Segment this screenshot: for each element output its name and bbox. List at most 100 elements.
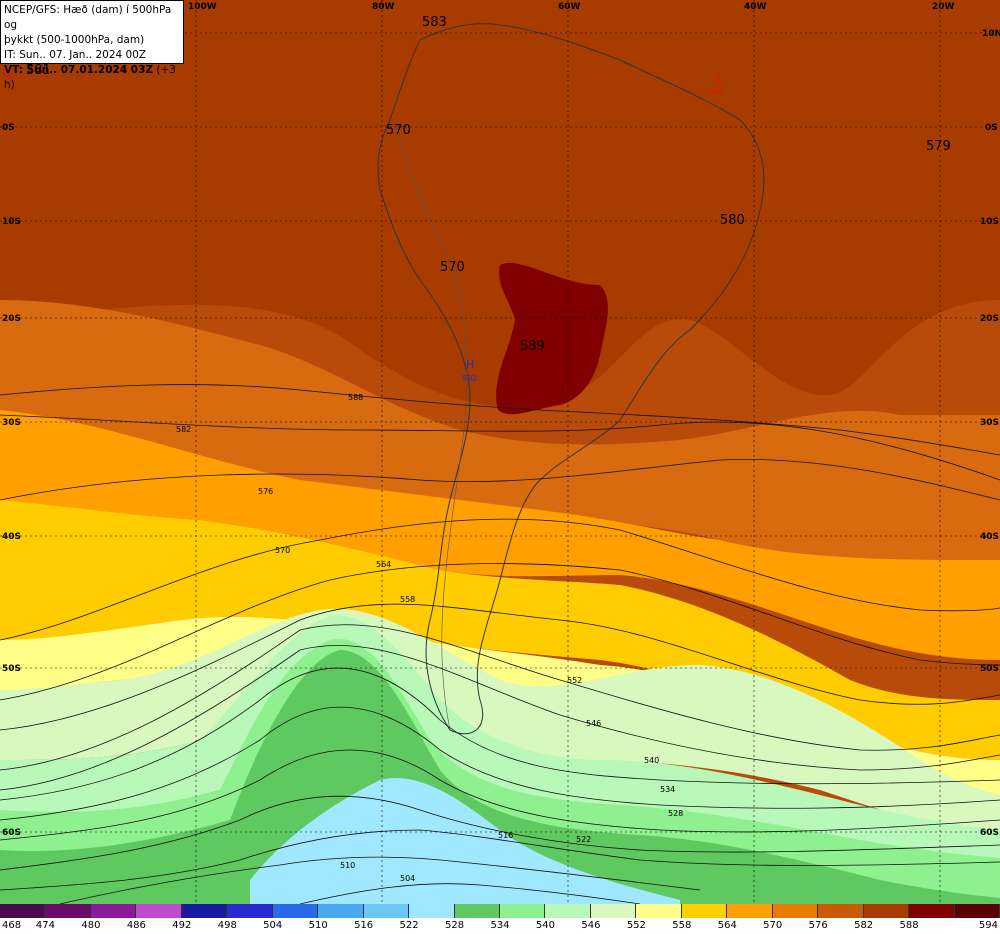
band-540 (0, 615, 1000, 860)
low-center-letter: L (6, 64, 13, 77)
colorbar-swatch (318, 904, 364, 918)
contour-576 (0, 459, 1000, 501)
contour-522 (0, 795, 1000, 871)
colorbar (0, 904, 1000, 918)
band-564 (0, 410, 1000, 660)
thickness-label: 581 (26, 63, 51, 78)
colorbar-labels: 468 474 480 486 492 498 504 510 516 522 528 534 540 5… (0, 918, 1000, 934)
contour-528 (0, 749, 1000, 841)
colorbar-label: 468 (2, 920, 22, 931)
contour-558 (0, 603, 1000, 731)
contour-label: 570 (275, 546, 290, 555)
colorbar-label: 540 (535, 920, 555, 931)
colorbar-swatch (136, 904, 182, 918)
thickness-label: 570 (386, 123, 411, 138)
contour-546 (0, 645, 1000, 791)
band-570 (0, 300, 1000, 560)
thickness-label: 570 (440, 260, 465, 275)
lat-label: 10N (982, 29, 1000, 39)
colorbar-swatch (681, 904, 728, 918)
band-546 (0, 608, 1000, 840)
weather-map: 100W 80W 60W 40W 20W 10N 0S 0S 10S 10S 2… (0, 0, 1000, 904)
valid-time-main: VT: Sun.. 07.01.2024 03Z (4, 64, 154, 76)
lat-label: 20S (980, 314, 999, 324)
thickness-label: 589 (520, 339, 545, 354)
colorbar-swatch (636, 904, 682, 918)
lat-label: 10S (2, 217, 21, 227)
lon-label: 100W (188, 2, 217, 12)
contour-label: 528 (668, 809, 683, 818)
high-center-value: 592 (462, 374, 477, 383)
colorbar-swatch (545, 904, 591, 918)
lon-label: 80W (372, 2, 395, 12)
thickness-label: 583 (422, 15, 447, 30)
colorbar-swatch (954, 904, 1000, 918)
colorbar-swatch (363, 904, 410, 918)
colorbar-swatch (272, 904, 319, 918)
lat-label: 10S (980, 217, 999, 227)
colorbar-label: 474 (35, 920, 55, 931)
band-582 (0, 0, 1000, 407)
contour-label: 534 (660, 785, 675, 794)
colorbar-swatch (409, 904, 455, 918)
colorbar-swatch (863, 904, 910, 918)
colorbar-swatch (454, 904, 500, 918)
colorbar-swatch (727, 904, 773, 918)
contour-label: 552 (567, 676, 582, 685)
colorbar-label: 516 (354, 920, 374, 931)
andes-ridge (394, 119, 468, 731)
contour-label: 522 (576, 835, 591, 844)
colorbar-swatch (499, 904, 546, 918)
height-contours (0, 384, 1000, 904)
lat-label: 40S (2, 532, 21, 542)
contour-570 (0, 518, 1000, 641)
product-title: NCEP/GFS: Hæð (dam) í 500hPa og (4, 4, 172, 31)
colorbar-label: 528 (444, 920, 465, 931)
lat-label: 20S (2, 314, 21, 324)
colorbar-swatch (45, 904, 91, 918)
lat-label: 30S (980, 418, 999, 428)
colorbar-label: 522 (399, 920, 419, 931)
colorbar-label: 558 (672, 920, 692, 931)
low-center-letter: L (716, 72, 723, 85)
band-588 (496, 262, 608, 415)
contour-552 (0, 624, 1000, 771)
contour-label: 576 (258, 487, 273, 496)
colorbar-label: 480 (81, 920, 101, 931)
colorbar-swatch (181, 904, 228, 918)
band-522 (250, 778, 680, 904)
lat-label: 60S (980, 828, 999, 838)
contour-label: 558 (400, 595, 415, 604)
contour-534 (0, 706, 1000, 821)
map-info-box: NCEP/GFS: Hæð (dam) í 500hPa og þykkt (5… (0, 0, 184, 91)
colorbar-label: 498 (217, 920, 237, 931)
colorbar-swatch (0, 904, 46, 918)
colorbar-label: 492 (172, 920, 192, 931)
thickness-label: 579 (926, 139, 951, 154)
colorbar-label: 510 (308, 920, 328, 931)
colorbar-label: 570 (763, 920, 783, 931)
lat-label: 60S (2, 828, 21, 838)
lat-label: 50S (980, 664, 999, 674)
high-center-letter: H (466, 358, 474, 371)
contour-label: 516 (498, 831, 513, 840)
contour-540 (0, 667, 1000, 801)
lat-label: 0S (2, 123, 15, 133)
colorbar-swatch (90, 904, 137, 918)
colorbar-label: 486 (126, 920, 146, 931)
product-subtitle: þykkt (500-1000hPa, dam) (4, 34, 145, 46)
thickness-label: 580 (720, 213, 745, 228)
lon-label: 20W (932, 2, 955, 12)
colorbar-swatch (772, 904, 819, 918)
contour-label: 588 (348, 393, 363, 402)
contour-516 (0, 829, 1000, 891)
colorbar-swatch (590, 904, 637, 918)
colorbar-label: 534 (490, 920, 510, 931)
colorbar-label: 564 (717, 920, 737, 931)
contour-510 (59, 856, 701, 904)
low-center-value: 583 (2, 72, 15, 80)
colorbar-swatch (227, 904, 273, 918)
contour-label: 510 (340, 861, 355, 870)
coastline-south-america (377, 23, 765, 735)
colorbar-label: 594 (978, 920, 998, 931)
